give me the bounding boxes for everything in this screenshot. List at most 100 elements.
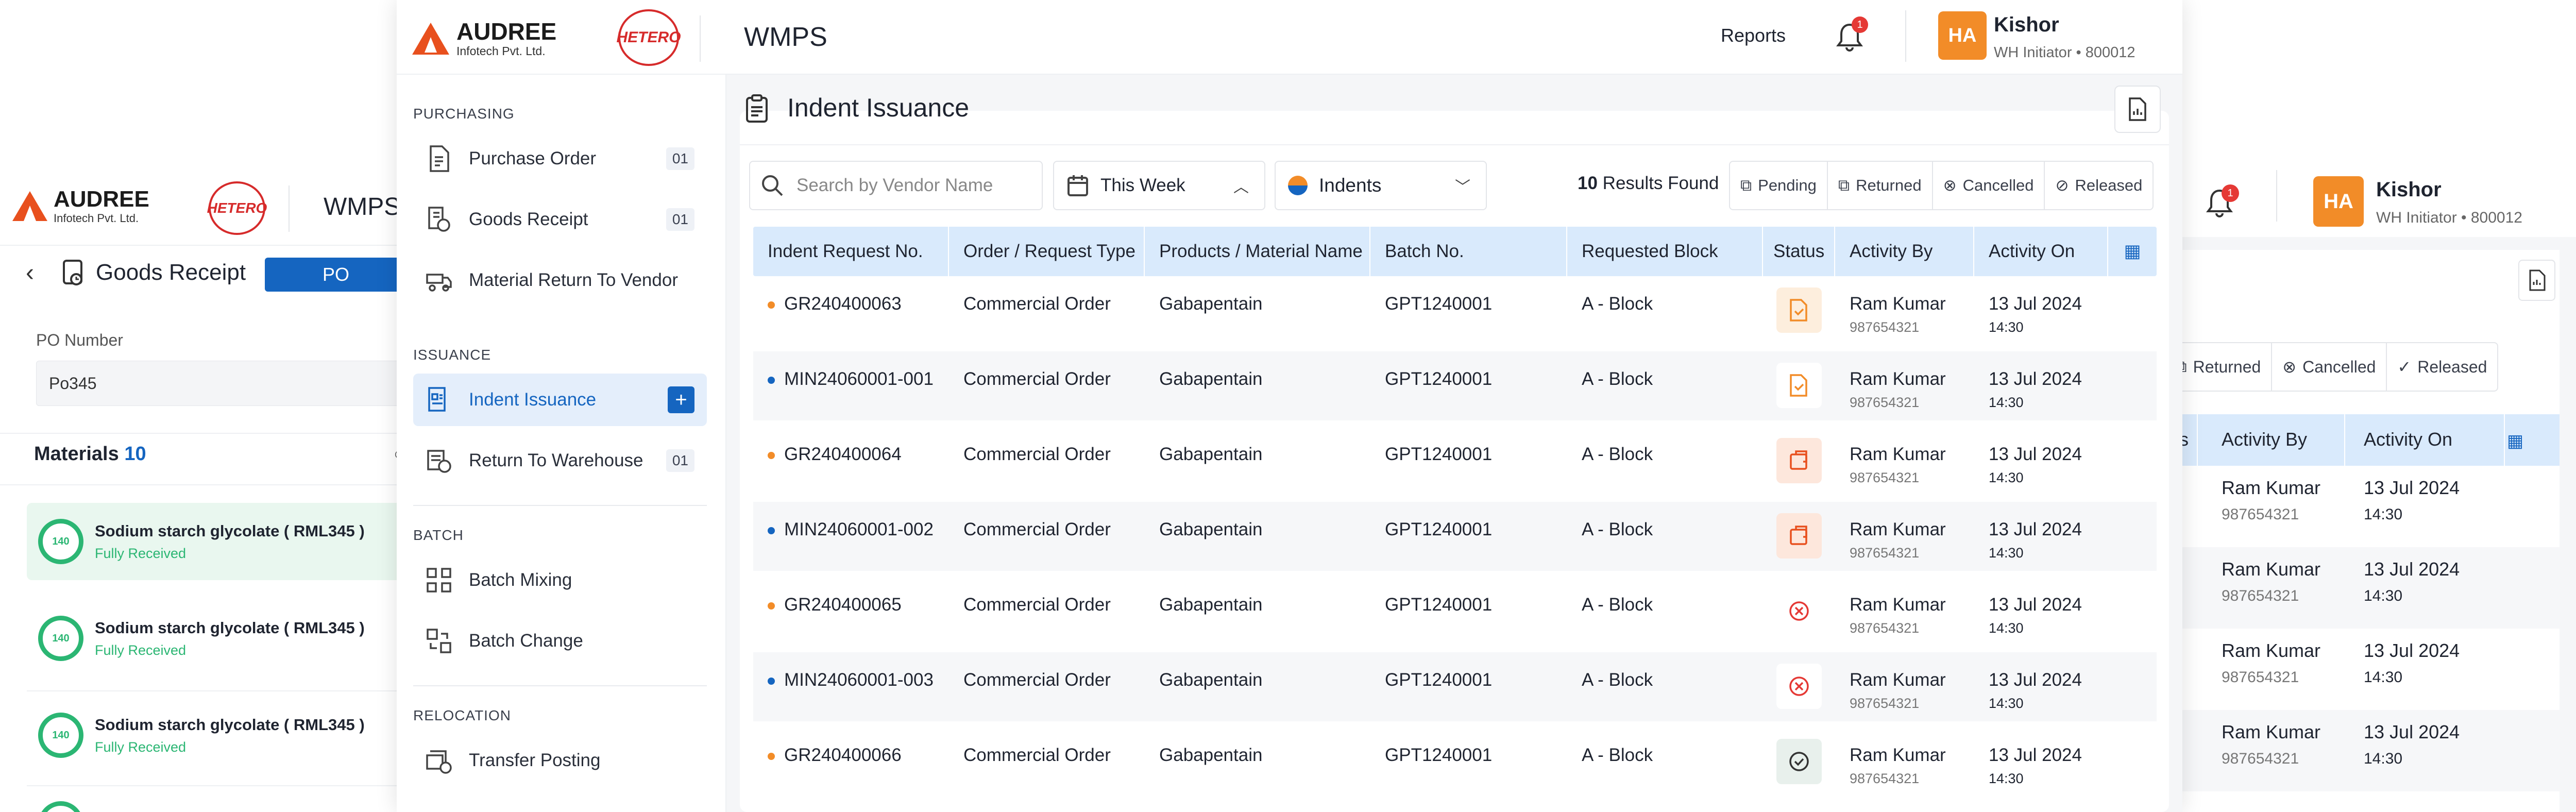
column-settings-icon[interactable]: ▦ xyxy=(2507,431,2524,451)
report-icon xyxy=(2129,97,2146,121)
table-row[interactable]: Ram Kumar 987654321 13 Jul 2024 14:30 xyxy=(2143,710,2560,791)
truck-return-icon xyxy=(423,265,454,296)
table-row[interactable]: MIN24060001-001 Commercial Order Gabapenta… xyxy=(753,351,2157,420)
sidebar-item-transfer-posting[interactable]: Transfer Posting xyxy=(413,734,707,787)
chip-released[interactable]: ⊘ Released xyxy=(2045,162,2153,209)
col-batch-no: Batch No. xyxy=(1370,227,1567,276)
table-row[interactable]: Ram Kumar 987654321 13 Jul 2024 14:30 xyxy=(2143,547,2560,629)
column-settings-icon[interactable]: ▦ xyxy=(2124,241,2141,261)
activity-date: 13 Jul 2024 xyxy=(1989,670,2082,690)
user-role: WH Initiator • 800012 xyxy=(1994,44,2136,61)
table-row[interactable]: GR240400065 Commercial Order Gabapentain GP… xyxy=(753,577,2157,646)
sidebar-item-indent-issuance[interactable]: Indent Issuance + xyxy=(413,374,707,426)
chip-cancelled[interactable]: ⊗ Cancelled xyxy=(2272,342,2387,392)
cancel-icon: ⊗ xyxy=(2282,358,2297,376)
cell-block: A - Block xyxy=(1582,670,1653,690)
indent-request-no: MIN24060001-002 xyxy=(768,502,934,540)
bell-icon[interactable]: 1 xyxy=(2204,184,2239,221)
activity-date: 13 Jul 2024 xyxy=(1989,369,2082,389)
progress-ring xyxy=(38,801,83,812)
back-arrow-icon[interactable]: ‹ xyxy=(26,259,34,286)
add-indent-button[interactable]: + xyxy=(668,386,694,413)
col-products: Products / Material Name xyxy=(1145,227,1370,276)
table-row[interactable]: GR240400066 Commercial Order Gabapentain GP… xyxy=(753,728,2157,797)
chip-returned[interactable]: ⧉Returned xyxy=(1828,162,1933,209)
sidebar-item-goods-receipt[interactable]: Goods Receipt 01 xyxy=(413,193,707,246)
cell-batch: GPT1240001 xyxy=(1385,745,1493,765)
activity-phone: 987654321 xyxy=(1850,470,1920,485)
table-row[interactable]: GR240400063 Commercial Order Gabapentain GP… xyxy=(753,276,2157,345)
chip-label: Pending xyxy=(1758,176,1817,194)
activity-phone: 987654321 xyxy=(1850,545,1920,561)
tab-po[interactable]: PO xyxy=(265,258,407,292)
list-item[interactable]: 140 Sodium starch glycolate ( RML345 ) F… xyxy=(27,697,407,774)
table-row[interactable]: MIN24060001-002 Commercial Order Gabapenta… xyxy=(753,502,2157,571)
bell-icon[interactable]: 1 xyxy=(1834,16,1868,55)
table-row[interactable]: GR240400064 Commercial Order Gabapentain GP… xyxy=(753,427,2157,496)
export-icon[interactable] xyxy=(2518,260,2555,301)
reports-link[interactable]: Reports xyxy=(1721,25,1786,46)
cell-type: Commercial Order xyxy=(963,745,1111,765)
results-count: 10 xyxy=(1578,173,1598,193)
cell-block: A - Block xyxy=(1582,595,1653,615)
brand-sub: Infotech Pvt. Ltd. xyxy=(456,44,546,58)
indent-request-no: GR240400066 xyxy=(768,728,902,766)
section-relocation: RELOCATION xyxy=(413,707,511,723)
table-row[interactable]: MIN24060001-003 Commercial Order Gabapenta… xyxy=(753,652,2157,721)
chip-released[interactable]: ✓ Released xyxy=(2387,342,2497,392)
sidebar-item-batch-mixing[interactable]: Batch Mixing xyxy=(413,554,707,606)
indent-id: GR240400065 xyxy=(784,595,902,615)
cell-product: Gabapentain xyxy=(1159,444,1263,464)
indent-id: GR240400066 xyxy=(784,745,902,765)
type-select[interactable]: Indents ﹀ xyxy=(1275,161,1487,210)
avatar[interactable]: HA xyxy=(2313,176,2364,227)
table-row[interactable]: Ram Kumar 987654321 13 Jul 2024 14:30 xyxy=(2143,466,2560,547)
sidebar-item-label: Batch Change xyxy=(469,631,583,651)
activity-by: Ram Kumar 987654321 xyxy=(1850,276,1946,335)
indent-request-no: GR240400065 xyxy=(768,577,902,615)
notification-badge: 1 xyxy=(1852,16,1868,33)
activity-by: Ram Kumar 987654321 xyxy=(1850,652,1946,712)
list-item[interactable]: 140 Sodium starch glycolate ( RML345 ) F… xyxy=(27,600,407,677)
export-report-button[interactable] xyxy=(2114,86,2161,133)
period-value: This Week xyxy=(1100,175,1185,195)
table-row[interactable]: Ram Kumar 987654321 13 Jul 2024 14:30 xyxy=(2143,629,2560,710)
po-number-field[interactable]: Po345 xyxy=(36,361,407,406)
indent-screen-right: 1 HA Kishor WH Initiator • 800012 g ⧉Ret… xyxy=(2143,149,2576,812)
material-status: Fully Received xyxy=(95,545,187,561)
chip-pending[interactable]: ⧉ Pending xyxy=(1730,162,1828,209)
section-purchasing: PURCHASING xyxy=(413,106,515,122)
chip-cancelled[interactable]: ⊗ Cancelled xyxy=(1933,162,2045,209)
batch-change-icon xyxy=(423,625,454,656)
activity-name: Ram Kumar xyxy=(1850,670,1946,690)
activity-phone: 987654321 xyxy=(1850,771,1920,786)
activity-date: 13 Jul 2024 xyxy=(1989,595,2082,615)
period-select[interactable]: This Week ︿ xyxy=(1053,161,1265,210)
activity-by: Ram Kumar 987654321 xyxy=(1850,427,1946,486)
status-dot xyxy=(768,752,775,760)
material-status: Fully Received xyxy=(95,642,187,658)
sidebar-item-purchase-order[interactable]: Purchase Order 01 xyxy=(413,132,707,185)
chip-returned[interactable]: ⧉Returned xyxy=(2165,342,2273,392)
cell-product: Gabapentain xyxy=(1159,595,1263,615)
sidebar-item-batch-change[interactable]: Batch Change xyxy=(413,615,707,667)
activity-name: Ram Kumar xyxy=(1850,745,1946,765)
indent-icon xyxy=(423,384,454,415)
col-order-request-type: Order / Request Type xyxy=(949,227,1145,276)
avatar[interactable]: HA xyxy=(1938,11,1987,60)
activity-phone: 987654321 xyxy=(2222,669,2299,686)
returned-icon: ⧉ xyxy=(1838,176,1850,194)
cell-type: Commercial Order xyxy=(963,369,1111,389)
po-number-value: Po345 xyxy=(49,374,97,393)
sidebar-item-return-to-warehouse[interactable]: Return To Warehouse 01 xyxy=(413,434,707,487)
type-value: Indents xyxy=(1319,175,1382,196)
list-item[interactable]: 140 Sodium starch glycolate ( RML345 ) F… xyxy=(27,503,407,580)
sidebar-item-material-return[interactable]: Material Return To Vendor xyxy=(413,254,707,307)
search-input[interactable]: Search by Vendor Name xyxy=(749,161,1043,210)
activity-time: 14:30 xyxy=(1989,696,2024,711)
col-activity-by: Activity By xyxy=(2222,429,2308,450)
col-activity-on: Activity On xyxy=(1974,227,2108,276)
table-header: Indent Request No. Order / Request Type … xyxy=(753,227,2157,276)
section-batch: BATCH xyxy=(413,527,464,543)
activity-name: Ram Kumar xyxy=(1850,519,1946,539)
